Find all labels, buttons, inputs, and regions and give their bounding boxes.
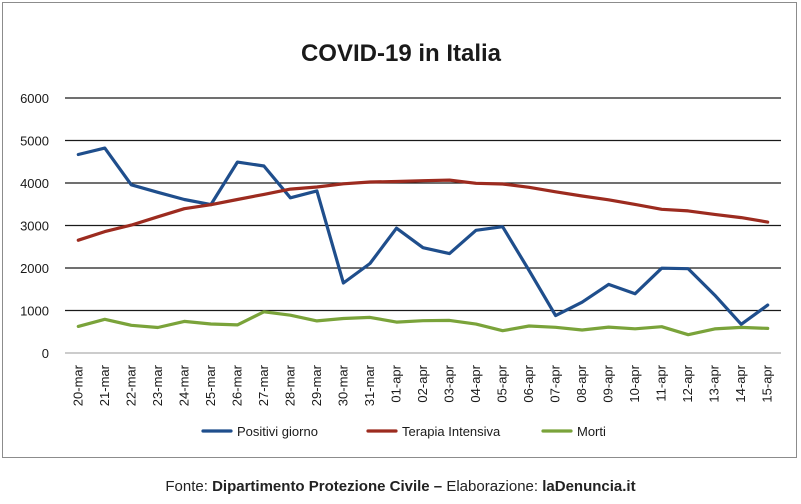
x-tick-label: 28-mar — [282, 364, 297, 406]
x-tick-label: 22-mar — [123, 364, 138, 406]
x-tick-label: 25-mar — [203, 364, 218, 406]
x-tick-label: 09-apr — [601, 364, 616, 402]
series-line-0 — [76, 146, 770, 326]
x-tick-label: 14-apr — [733, 364, 748, 402]
x-tick-label: 05-apr — [495, 364, 510, 402]
x-tick-label: 13-apr — [707, 364, 722, 402]
y-tick-label: 6000 — [20, 91, 49, 106]
x-tick-label: 03-apr — [442, 364, 457, 402]
legend-label: Morti — [577, 424, 606, 439]
x-tick-label: 06-apr — [521, 364, 536, 402]
footer-elab-value: laDenuncia.it — [542, 478, 636, 495]
series-line-2 — [76, 310, 770, 337]
footer: Fonte: Dipartimento Protezione Civile – … — [0, 478, 801, 495]
y-tick-label: 2000 — [20, 261, 49, 276]
legend-label: Terapia Intensiva — [402, 424, 501, 439]
x-tick-label: 31-mar — [362, 364, 377, 406]
x-tick-label: 10-apr — [627, 364, 642, 402]
x-tick-label: 04-apr — [468, 364, 483, 402]
footer-prefix: Fonte: — [165, 478, 213, 495]
y-tick-label: 4000 — [20, 176, 49, 191]
y-tick-label: 1000 — [20, 304, 49, 319]
x-tick-label: 07-apr — [548, 364, 563, 402]
chart-title: COVID-19 in Italia — [301, 40, 502, 67]
legend-label: Positivi giorno — [237, 424, 318, 439]
x-tick-label: 11-apr — [654, 364, 669, 401]
x-tick-label: 12-apr — [680, 364, 695, 402]
footer-elab-label: Elaborazione: — [446, 478, 543, 495]
x-tick-label: 15-apr — [760, 364, 775, 402]
x-tick-label: 01-apr — [388, 364, 403, 402]
line-chart: COVID-19 in Italia 0 1000 2000 3000 4000 5000 6… — [20, 40, 781, 439]
y-tick-label: 0 — [42, 346, 49, 361]
x-tick-label: 30-mar — [335, 364, 350, 406]
footer-separator: – — [429, 478, 447, 495]
x-tick-label: 20-mar — [70, 364, 85, 406]
x-tick-label: 02-apr — [415, 364, 430, 402]
x-tick-label: 27-mar — [256, 364, 271, 406]
series-line-1 — [76, 178, 770, 242]
x-tick-label: 23-mar — [150, 364, 165, 406]
x-tick-label: 24-mar — [176, 364, 191, 406]
y-tick-label: 3000 — [20, 219, 49, 234]
x-tick-label: 29-mar — [309, 364, 324, 406]
x-tick-label: 08-apr — [574, 364, 589, 402]
footer-source: Dipartimento Protezione Civile — [212, 478, 430, 495]
x-tick-label: 21-mar — [97, 364, 112, 406]
x-tick-label: 26-mar — [229, 364, 244, 406]
y-tick-label: 5000 — [20, 134, 49, 149]
chart-frame: COVID-19 in Italia 0 1000 2000 3000 4000 5000 6… — [2, 2, 797, 458]
